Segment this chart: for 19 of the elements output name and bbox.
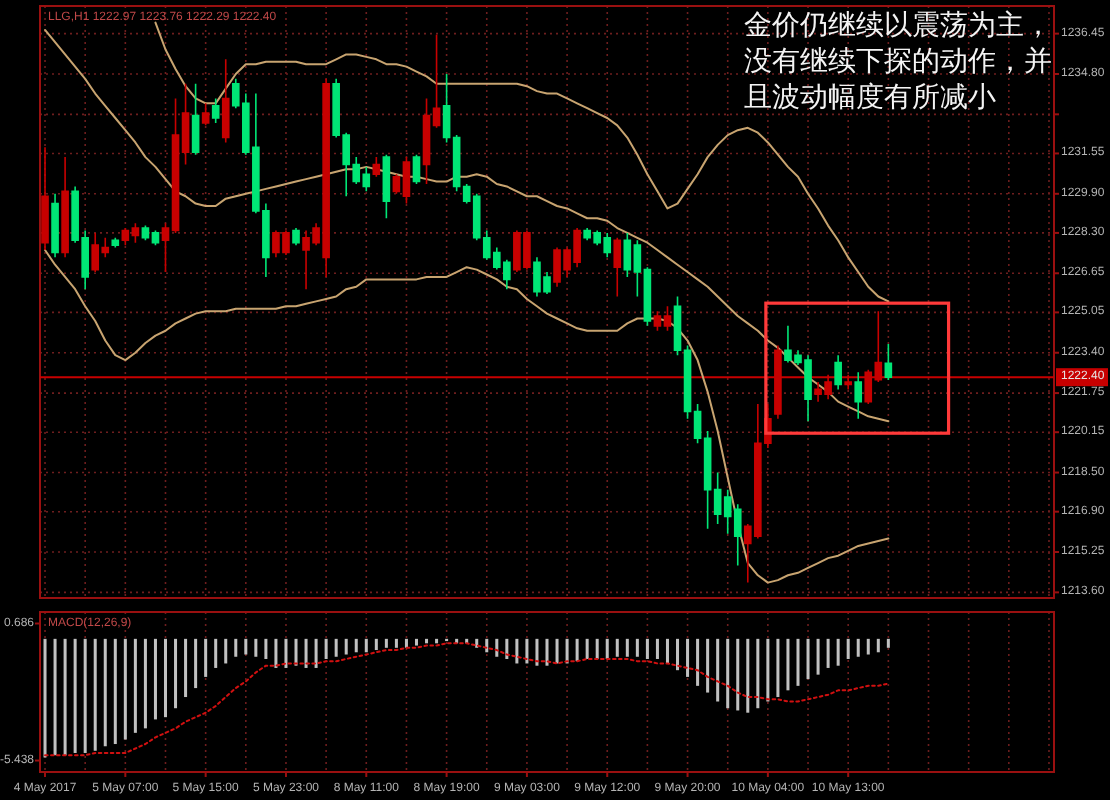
- candlestick: [201, 102, 210, 127]
- candlestick: [191, 82, 200, 156]
- candlestick: [884, 343, 893, 381]
- candlestick: [613, 237, 622, 298]
- line-series: [44, 642, 890, 757]
- candlestick: [834, 354, 842, 391]
- candlestick: [111, 237, 120, 249]
- candlestick: [372, 156, 381, 178]
- candlestick: [292, 227, 300, 246]
- annotation: 金价仍继续以震荡为主，没有继续下探的动作，并且波动幅度有所减小: [744, 8, 1054, 116]
- candlestick: [221, 58, 230, 144]
- candlestick: [41, 146, 49, 251]
- line-series: [44, 249, 890, 584]
- candlestick: [854, 371, 863, 420]
- candlestick: [61, 156, 69, 259]
- candlestick: [51, 193, 59, 259]
- candlestick: [382, 153, 391, 220]
- candlestick: [211, 97, 220, 124]
- candlestick: [412, 153, 421, 185]
